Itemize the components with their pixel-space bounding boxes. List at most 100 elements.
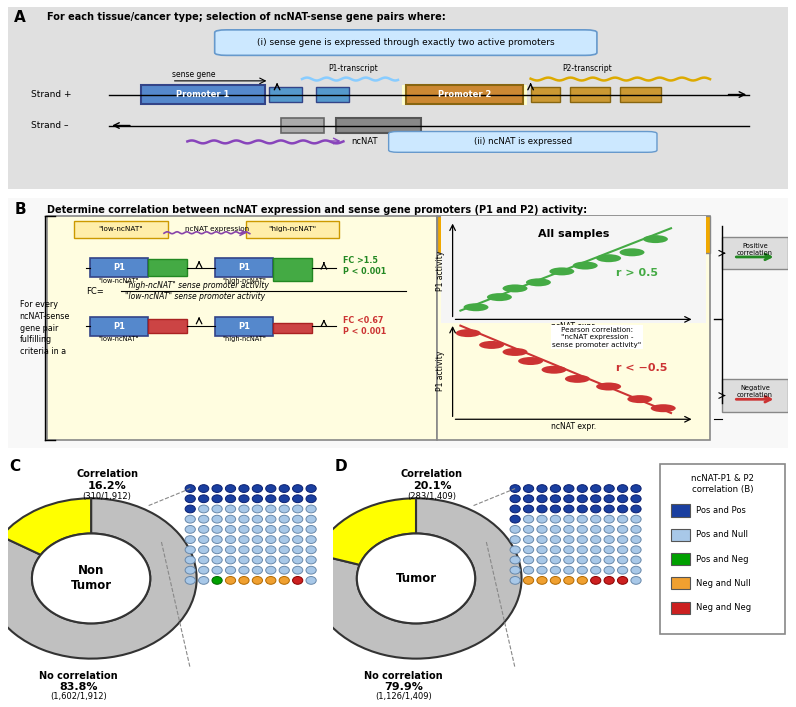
FancyBboxPatch shape: [722, 380, 788, 411]
Circle shape: [212, 546, 222, 554]
Circle shape: [212, 515, 222, 523]
Circle shape: [266, 505, 276, 513]
Circle shape: [239, 495, 249, 503]
Text: Correlation: Correlation: [401, 469, 463, 479]
Text: Pearson correlation:
"ncNAT expression -
sense promoter activity": Pearson correlation: "ncNAT expression -…: [552, 327, 642, 348]
Circle shape: [252, 536, 263, 544]
FancyBboxPatch shape: [148, 320, 187, 333]
Text: r > 0.5: r > 0.5: [616, 268, 658, 278]
Text: (1,126/1,409): (1,126/1,409): [375, 692, 431, 701]
Circle shape: [564, 546, 574, 554]
Circle shape: [537, 525, 547, 533]
Circle shape: [239, 485, 249, 493]
Circle shape: [524, 566, 533, 574]
Circle shape: [306, 515, 316, 523]
Circle shape: [479, 341, 504, 349]
FancyBboxPatch shape: [90, 258, 148, 277]
Circle shape: [550, 556, 560, 564]
Circle shape: [357, 534, 475, 624]
Circle shape: [198, 546, 209, 554]
Circle shape: [541, 366, 567, 374]
Circle shape: [198, 485, 209, 493]
FancyBboxPatch shape: [8, 7, 788, 189]
Circle shape: [266, 566, 276, 574]
Circle shape: [537, 515, 547, 523]
Circle shape: [550, 566, 560, 574]
FancyBboxPatch shape: [671, 504, 690, 517]
Circle shape: [618, 536, 628, 544]
Circle shape: [266, 556, 276, 564]
FancyBboxPatch shape: [269, 87, 302, 103]
Text: D: D: [334, 460, 347, 474]
Text: A: A: [14, 10, 26, 25]
Text: Neg and Null: Neg and Null: [696, 579, 750, 588]
Circle shape: [510, 525, 521, 533]
Text: (310/1,912): (310/1,912): [83, 492, 131, 501]
Circle shape: [212, 556, 222, 564]
Circle shape: [591, 556, 601, 564]
Circle shape: [604, 495, 615, 503]
Circle shape: [225, 536, 236, 544]
Circle shape: [293, 576, 302, 584]
FancyBboxPatch shape: [316, 87, 349, 103]
Text: Correlation: Correlation: [76, 469, 138, 479]
Circle shape: [591, 566, 601, 574]
Text: P1 activity: P1 activity: [436, 250, 446, 291]
Wedge shape: [2, 498, 91, 555]
FancyBboxPatch shape: [141, 86, 265, 104]
FancyBboxPatch shape: [722, 237, 788, 269]
Circle shape: [198, 505, 209, 513]
Circle shape: [306, 495, 316, 503]
Text: 79.9%: 79.9%: [384, 682, 423, 691]
Circle shape: [306, 525, 316, 533]
Text: Strand +: Strand +: [31, 90, 72, 99]
FancyBboxPatch shape: [215, 317, 273, 336]
Circle shape: [550, 505, 560, 513]
FancyBboxPatch shape: [620, 87, 661, 103]
Text: C: C: [10, 460, 21, 474]
FancyBboxPatch shape: [215, 258, 273, 277]
Circle shape: [524, 525, 533, 533]
Circle shape: [550, 515, 560, 523]
Circle shape: [293, 505, 302, 513]
Circle shape: [518, 357, 543, 365]
Circle shape: [604, 576, 615, 584]
Circle shape: [537, 505, 547, 513]
Circle shape: [573, 262, 598, 269]
Circle shape: [564, 556, 574, 564]
FancyBboxPatch shape: [246, 221, 339, 238]
Circle shape: [252, 546, 263, 554]
Circle shape: [225, 505, 236, 513]
Circle shape: [185, 525, 195, 533]
FancyBboxPatch shape: [90, 317, 148, 336]
Circle shape: [510, 576, 521, 584]
Circle shape: [225, 556, 236, 564]
Circle shape: [604, 556, 615, 564]
Text: ncNAT expression: ncNAT expression: [185, 226, 249, 233]
Circle shape: [577, 485, 587, 493]
FancyBboxPatch shape: [402, 85, 527, 105]
Circle shape: [591, 525, 601, 533]
FancyBboxPatch shape: [281, 118, 324, 133]
Circle shape: [596, 255, 621, 262]
Text: ncNAT expr.: ncNAT expr.: [551, 422, 596, 431]
Text: P1 activity: P1 activity: [436, 351, 446, 391]
Circle shape: [239, 576, 249, 584]
Text: "low-ncNAT": "low-ncNAT": [99, 337, 139, 342]
Circle shape: [212, 525, 222, 533]
Circle shape: [550, 525, 560, 533]
Circle shape: [252, 576, 263, 584]
FancyBboxPatch shape: [671, 602, 690, 614]
Circle shape: [225, 525, 236, 533]
Circle shape: [524, 576, 533, 584]
Circle shape: [577, 546, 587, 554]
Circle shape: [293, 515, 302, 523]
Circle shape: [631, 525, 641, 533]
Circle shape: [225, 485, 236, 493]
Circle shape: [266, 495, 276, 503]
Text: Pos and Neg: Pos and Neg: [696, 554, 748, 563]
Text: Pos and Pos: Pos and Pos: [696, 506, 745, 515]
Circle shape: [577, 556, 587, 564]
Circle shape: [618, 515, 628, 523]
Text: Negative
correlation: Negative correlation: [737, 385, 773, 398]
